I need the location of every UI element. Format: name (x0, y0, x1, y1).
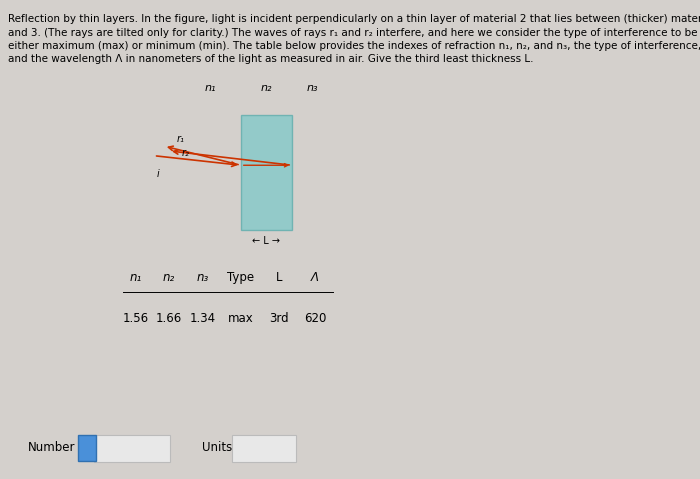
Text: r₁: r₁ (177, 134, 185, 144)
Text: r₂: r₂ (182, 148, 190, 159)
Text: Units: Units (202, 441, 232, 455)
Text: ← L →: ← L → (253, 236, 281, 246)
Text: 3rd: 3rd (270, 312, 289, 325)
FancyBboxPatch shape (78, 435, 96, 461)
Bar (241, 115, 292, 230)
Text: n₂: n₂ (260, 83, 272, 93)
Text: n₂: n₂ (163, 271, 175, 285)
Text: n₃: n₃ (196, 271, 209, 285)
Text: Λ: Λ (311, 271, 319, 285)
Text: nm: nm (244, 441, 262, 455)
FancyBboxPatch shape (232, 435, 295, 462)
Text: 1.34: 1.34 (189, 312, 216, 325)
Text: n₁: n₁ (204, 83, 216, 93)
Text: i: i (85, 441, 89, 455)
Text: Reflection by thin layers. In the figure, light is incident perpendicularly on a: Reflection by thin layers. In the figure… (8, 14, 700, 64)
Text: ∨: ∨ (286, 445, 293, 455)
Text: 1.66: 1.66 (156, 312, 182, 325)
FancyBboxPatch shape (94, 435, 170, 462)
Text: n₃: n₃ (307, 83, 319, 93)
Text: Type: Type (228, 271, 254, 285)
Text: 620: 620 (304, 312, 326, 325)
Text: 1.56: 1.56 (122, 312, 149, 325)
Text: Number: Number (28, 441, 76, 455)
Text: i: i (156, 169, 159, 179)
Text: max: max (228, 312, 253, 325)
Text: L: L (276, 271, 283, 285)
Text: n₁: n₁ (130, 271, 142, 285)
